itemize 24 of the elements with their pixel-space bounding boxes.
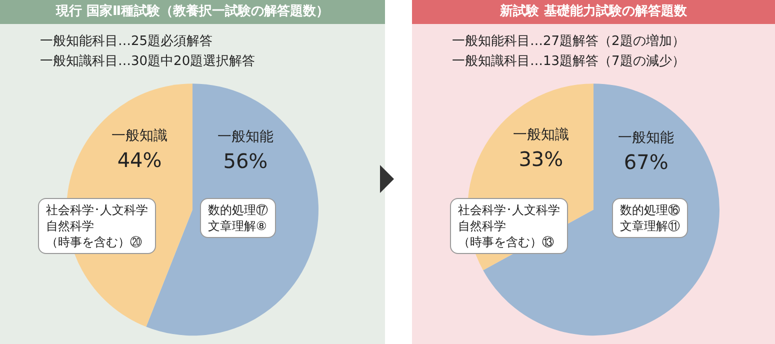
text: 社会科学･人文科学 [458, 202, 560, 218]
chart-title: 新試験 基礎能力試験の解答題数 [412, 0, 775, 24]
text: 一般知能科目…27題解答（2題の増加） [452, 32, 685, 51]
text: 数的処理⑰ [208, 202, 268, 218]
text: 文章理解⑧ [208, 218, 268, 234]
text: （時事を含む）⑳ [46, 234, 143, 250]
slice-label: 一般知能 [618, 130, 674, 146]
text: 社会科学･人文科学 [46, 202, 148, 218]
data-label: 44% [117, 148, 162, 172]
text: （時事を含む）⑬ [458, 234, 555, 250]
text: 自然科学 [46, 218, 95, 234]
chart-title: 現行 国家Ⅱ種試験（教養択一試験の解答題数） [0, 0, 385, 24]
data-label: 56% [223, 149, 268, 174]
slice-label: 一般知識 [512, 127, 569, 144]
text: 一般知識科目…30題中20題選択解答 [40, 53, 256, 71]
data-label: 33% [518, 147, 564, 172]
text: 一般知能科目…25題必須解答 [40, 33, 214, 51]
text: 自然科学 [458, 218, 507, 234]
slice-label: 一般知識 [112, 128, 168, 144]
data-label: 67% [624, 150, 668, 174]
slice-label: 一般知能 [217, 129, 274, 146]
text: 一般知識科目…13題解答（7題の減少） [452, 53, 685, 71]
text: 数的処理⑯ [620, 202, 680, 218]
text: 文章理解⑪ [620, 218, 680, 234]
